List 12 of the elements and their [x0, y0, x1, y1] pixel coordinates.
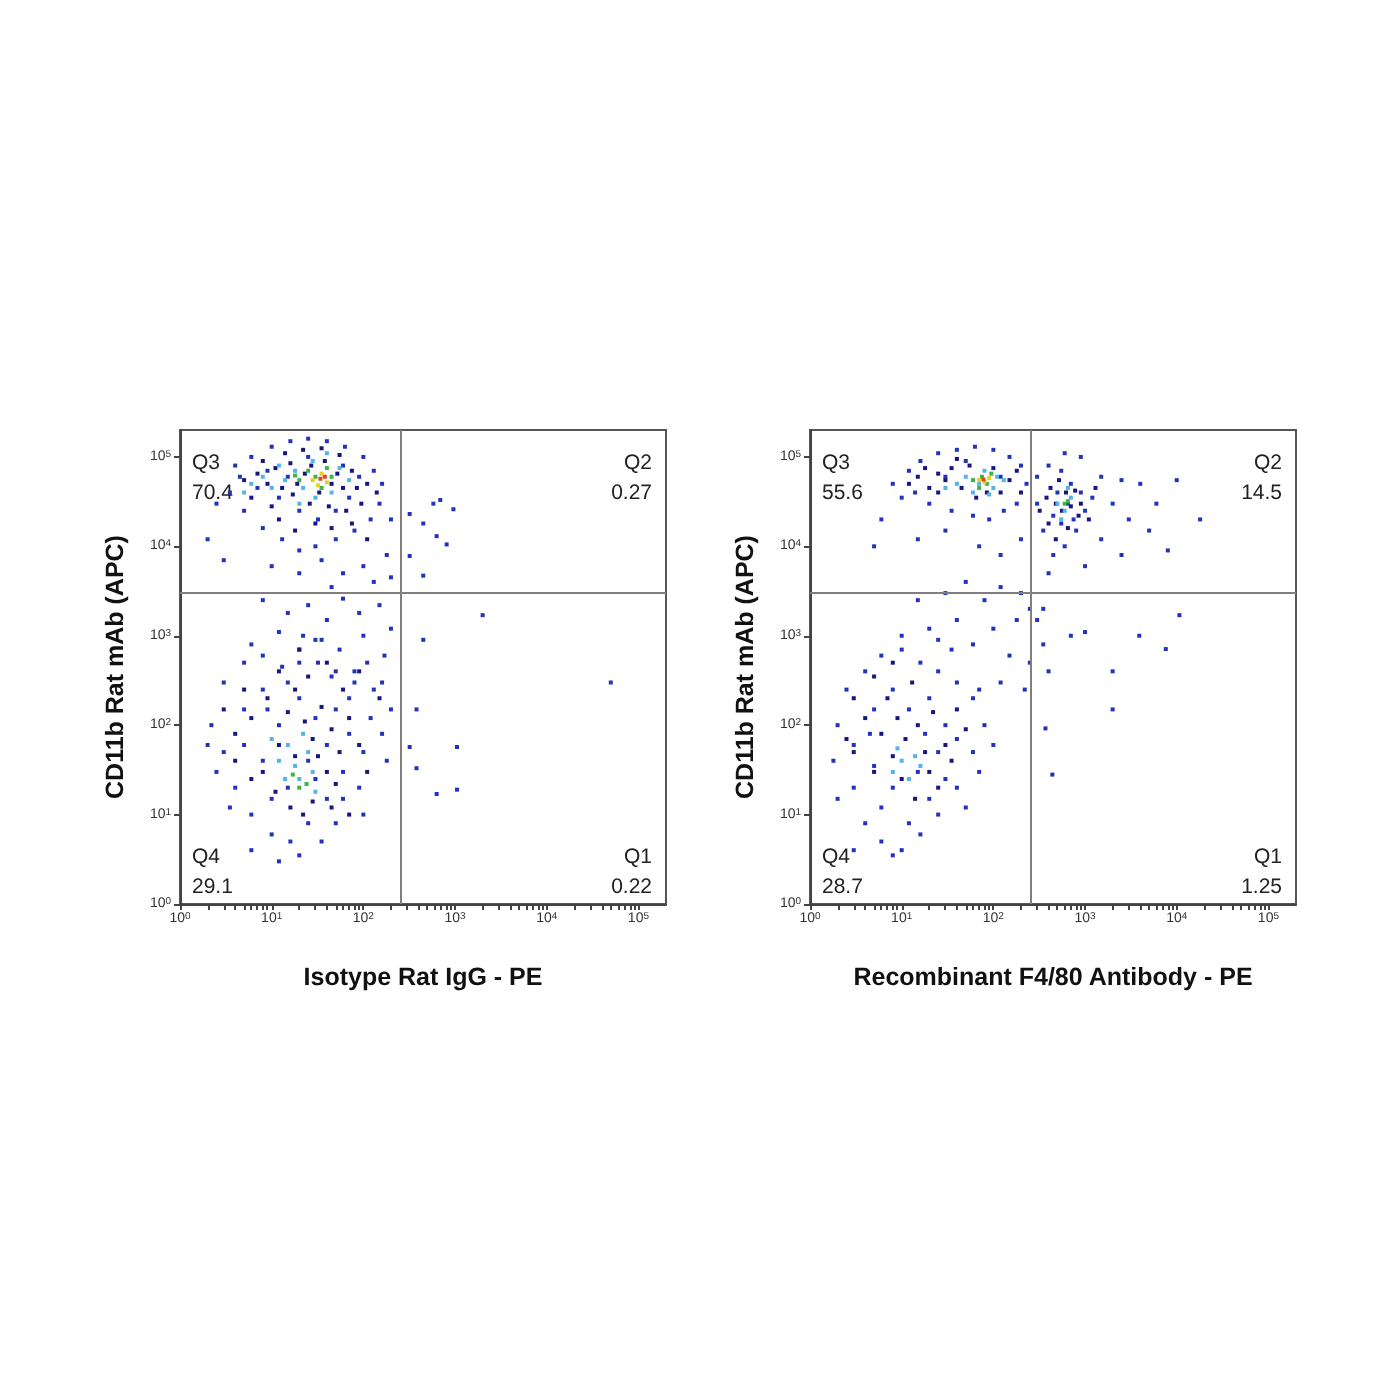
annotation: Q2 0.27 [611, 451, 653, 505]
x-axis-title: Recombinant F4/80 Antibody - PE [853, 963, 1253, 991]
annotation: Q4 29.1 [192, 845, 234, 899]
annotation: Q2 14.5 [1241, 451, 1283, 505]
annotation: Q3 55.6 [822, 451, 864, 505]
x-axis-title: Isotype Rat IgG - PE [303, 963, 543, 991]
annotation: Q4 28.7 [822, 845, 864, 899]
annotation: Q1 1.25 [1241, 845, 1283, 899]
y-axis-title: CD11b Rat mAb (APC) [101, 535, 129, 799]
y-axis-title: CD11b Rat mAb (APC) [731, 535, 759, 799]
annotation: Q1 0.22 [611, 845, 653, 899]
annotation: Q3 70.4 [192, 451, 234, 505]
